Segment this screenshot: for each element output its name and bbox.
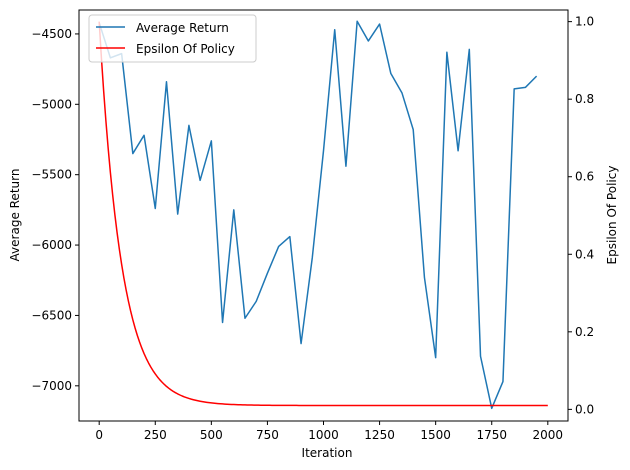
left-y-tick-label: −4500 — [31, 27, 72, 41]
left-y-axis-label: Average Return — [8, 169, 22, 262]
series-layer — [98, 20, 548, 410]
x-tick-label: 0 — [95, 428, 103, 442]
epsilon-of-policy-line — [98, 21, 548, 407]
x-tick-label: 1750 — [476, 428, 507, 442]
x-tick-label: 250 — [144, 428, 167, 442]
x-tick-label: 2000 — [533, 428, 564, 442]
left-y-tick-label: −5000 — [31, 97, 72, 111]
legend-label-average-return: Average Return — [136, 21, 229, 35]
average-return-line — [98, 20, 538, 410]
right-y-tick-label: 0.4 — [575, 247, 594, 261]
left-y-tick-label: −5500 — [31, 168, 72, 182]
right-y-tick-label: 0.0 — [575, 402, 594, 416]
left-y-axis: −7000 −6500 −6000 −5500 −5000 −4500 — [31, 27, 79, 393]
x-axis: 0 250 500 750 1000 1250 1500 1750 2000 — [95, 421, 563, 442]
right-y-axis: 0.0 0.2 0.4 0.6 0.8 1.0 — [568, 15, 594, 416]
x-tick-label: 1250 — [364, 428, 395, 442]
x-tick-label: 1500 — [420, 428, 451, 442]
left-y-tick-label: −6500 — [31, 308, 72, 322]
left-y-tick-label: −6000 — [31, 238, 72, 252]
left-y-tick-label: −7000 — [31, 379, 72, 393]
x-tick-label: 500 — [200, 428, 223, 442]
right-y-axis-label: Epsilon Of Policy — [605, 166, 619, 265]
legend-label-epsilon-of-policy: Epsilon Of Policy — [136, 42, 235, 56]
x-tick-label: 750 — [256, 428, 279, 442]
legend: Average Return Epsilon Of Policy — [88, 14, 257, 63]
right-y-tick-label: 0.2 — [575, 325, 594, 339]
x-tick-label: 1000 — [308, 428, 339, 442]
x-axis-label: Iteration — [302, 446, 353, 460]
legend-box — [88, 14, 257, 63]
right-y-tick-label: 0.6 — [575, 170, 594, 184]
right-y-tick-label: 0.8 — [575, 92, 594, 106]
right-y-tick-label: 1.0 — [575, 15, 594, 29]
